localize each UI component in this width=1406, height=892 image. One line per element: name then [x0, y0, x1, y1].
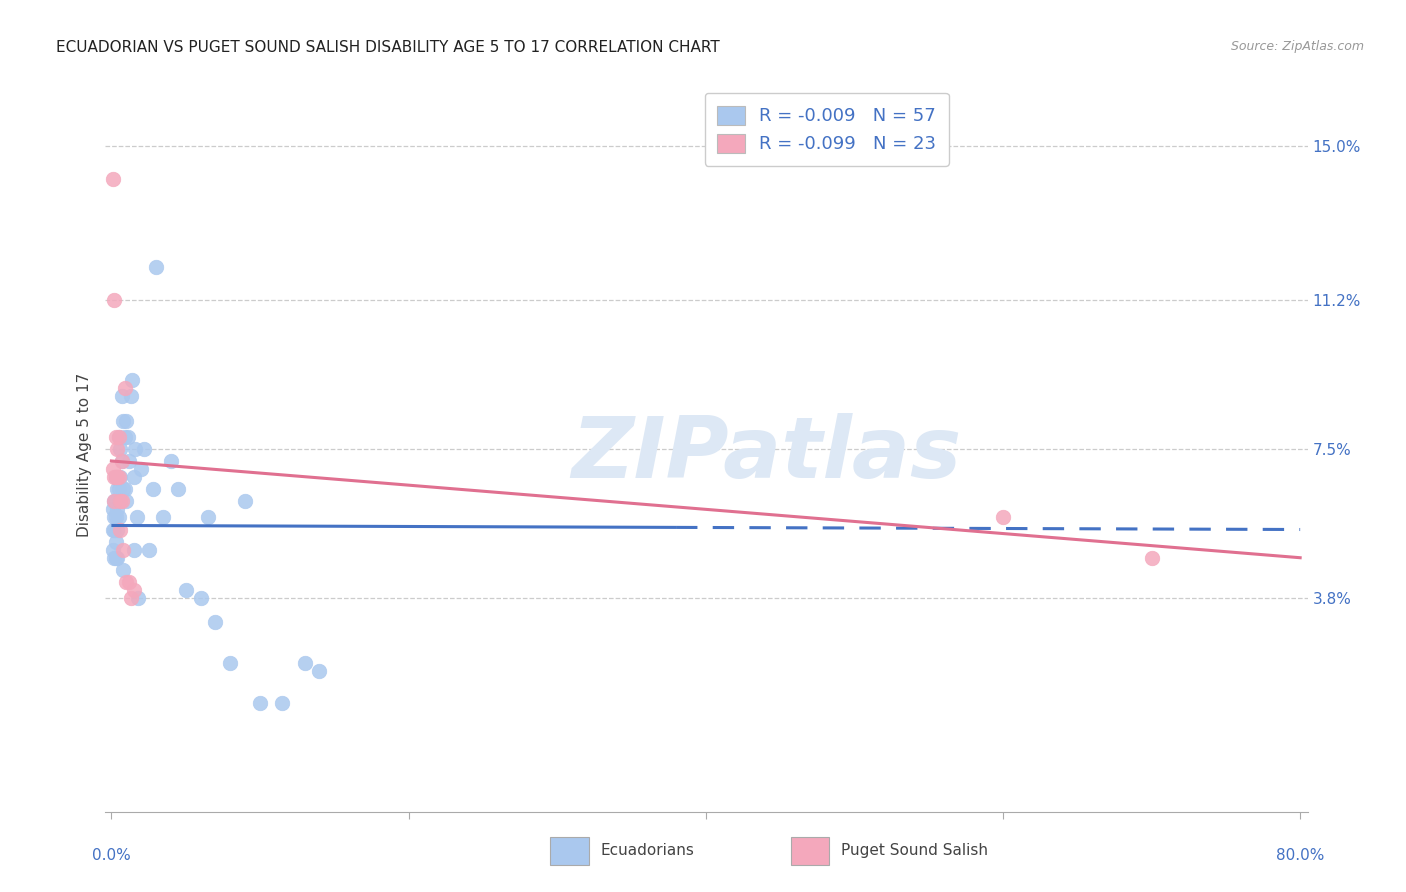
Bar [790, 837, 830, 865]
Point [115, 494, 138, 508]
Point [197, 510, 219, 524]
Point [160, 454, 183, 468]
Bar [550, 837, 589, 865]
Point [105, 550, 128, 565]
Point [233, 494, 256, 508]
Point [219, 656, 242, 670]
Point [132, 442, 155, 456]
Point [103, 510, 125, 524]
Point [108, 482, 131, 496]
Point [101, 523, 124, 537]
Point [110, 442, 132, 456]
Y-axis label: Disability Age 5 to 17: Disability Age 5 to 17 [77, 373, 93, 537]
Point [308, 664, 330, 678]
Point [110, 523, 132, 537]
Point [108, 470, 131, 484]
Point [114, 482, 136, 496]
Point [111, 389, 134, 403]
Text: Puget Sound Salish: Puget Sound Salish [841, 844, 988, 858]
Point [112, 482, 135, 496]
Point [190, 591, 212, 605]
Text: Source: ZipAtlas.com: Source: ZipAtlas.com [1230, 40, 1364, 54]
Point [294, 656, 316, 670]
Point [111, 454, 134, 468]
Point [125, 510, 148, 524]
Point [152, 510, 174, 524]
Point [104, 550, 127, 565]
Point [111, 494, 134, 508]
Point [101, 542, 124, 557]
Point [105, 523, 128, 537]
Point [115, 414, 138, 428]
Point [108, 430, 131, 444]
Point [122, 582, 145, 597]
Point [271, 696, 294, 710]
Point [103, 470, 125, 484]
Point [118, 574, 141, 589]
Text: ZIPatlas: ZIPatlas [571, 413, 962, 497]
Point [105, 482, 128, 496]
Legend: R = -0.009   N = 57, R = -0.099   N = 23: R = -0.009 N = 57, R = -0.099 N = 23 [704, 93, 949, 166]
Point [104, 510, 127, 524]
Point [122, 542, 145, 557]
Point [127, 591, 149, 605]
Point [111, 454, 134, 468]
Point [101, 502, 124, 516]
Point [101, 171, 124, 186]
Point [120, 389, 142, 403]
Point [104, 430, 127, 444]
Point [108, 430, 131, 444]
Point [101, 462, 124, 476]
Point [103, 494, 125, 508]
Point [117, 430, 139, 444]
Point [115, 574, 138, 589]
Point [991, 510, 1014, 524]
Point [103, 293, 125, 307]
Point [114, 430, 136, 444]
Point [120, 591, 142, 605]
Point [112, 414, 135, 428]
Point [167, 482, 190, 496]
Point [129, 462, 152, 476]
Point [104, 470, 127, 484]
Point [104, 534, 127, 549]
Point [122, 470, 145, 484]
Point [105, 470, 128, 484]
Point [104, 470, 127, 484]
Point [110, 494, 132, 508]
Point [249, 696, 271, 710]
Point [1140, 550, 1163, 565]
Point [105, 442, 128, 456]
Point [204, 615, 226, 630]
Point [112, 542, 135, 557]
Text: ECUADORIAN VS PUGET SOUND SALISH DISABILITY AGE 5 TO 17 CORRELATION CHART: ECUADORIAN VS PUGET SOUND SALISH DISABIL… [56, 40, 720, 55]
Point [103, 550, 125, 565]
Point [121, 373, 143, 387]
Text: Ecuadorians: Ecuadorians [600, 844, 695, 858]
Point [112, 563, 135, 577]
Text: 0.0%: 0.0% [91, 848, 131, 863]
Point [138, 542, 160, 557]
Point [174, 582, 197, 597]
Point [103, 494, 125, 508]
Point [124, 442, 146, 456]
Point [104, 494, 127, 508]
Text: 80.0%: 80.0% [1277, 848, 1324, 863]
Point [105, 502, 128, 516]
Point [145, 260, 167, 275]
Point [110, 470, 132, 484]
Point [103, 523, 125, 537]
Point [118, 454, 141, 468]
Point [142, 482, 165, 496]
Point [108, 510, 131, 524]
Point [114, 381, 136, 395]
